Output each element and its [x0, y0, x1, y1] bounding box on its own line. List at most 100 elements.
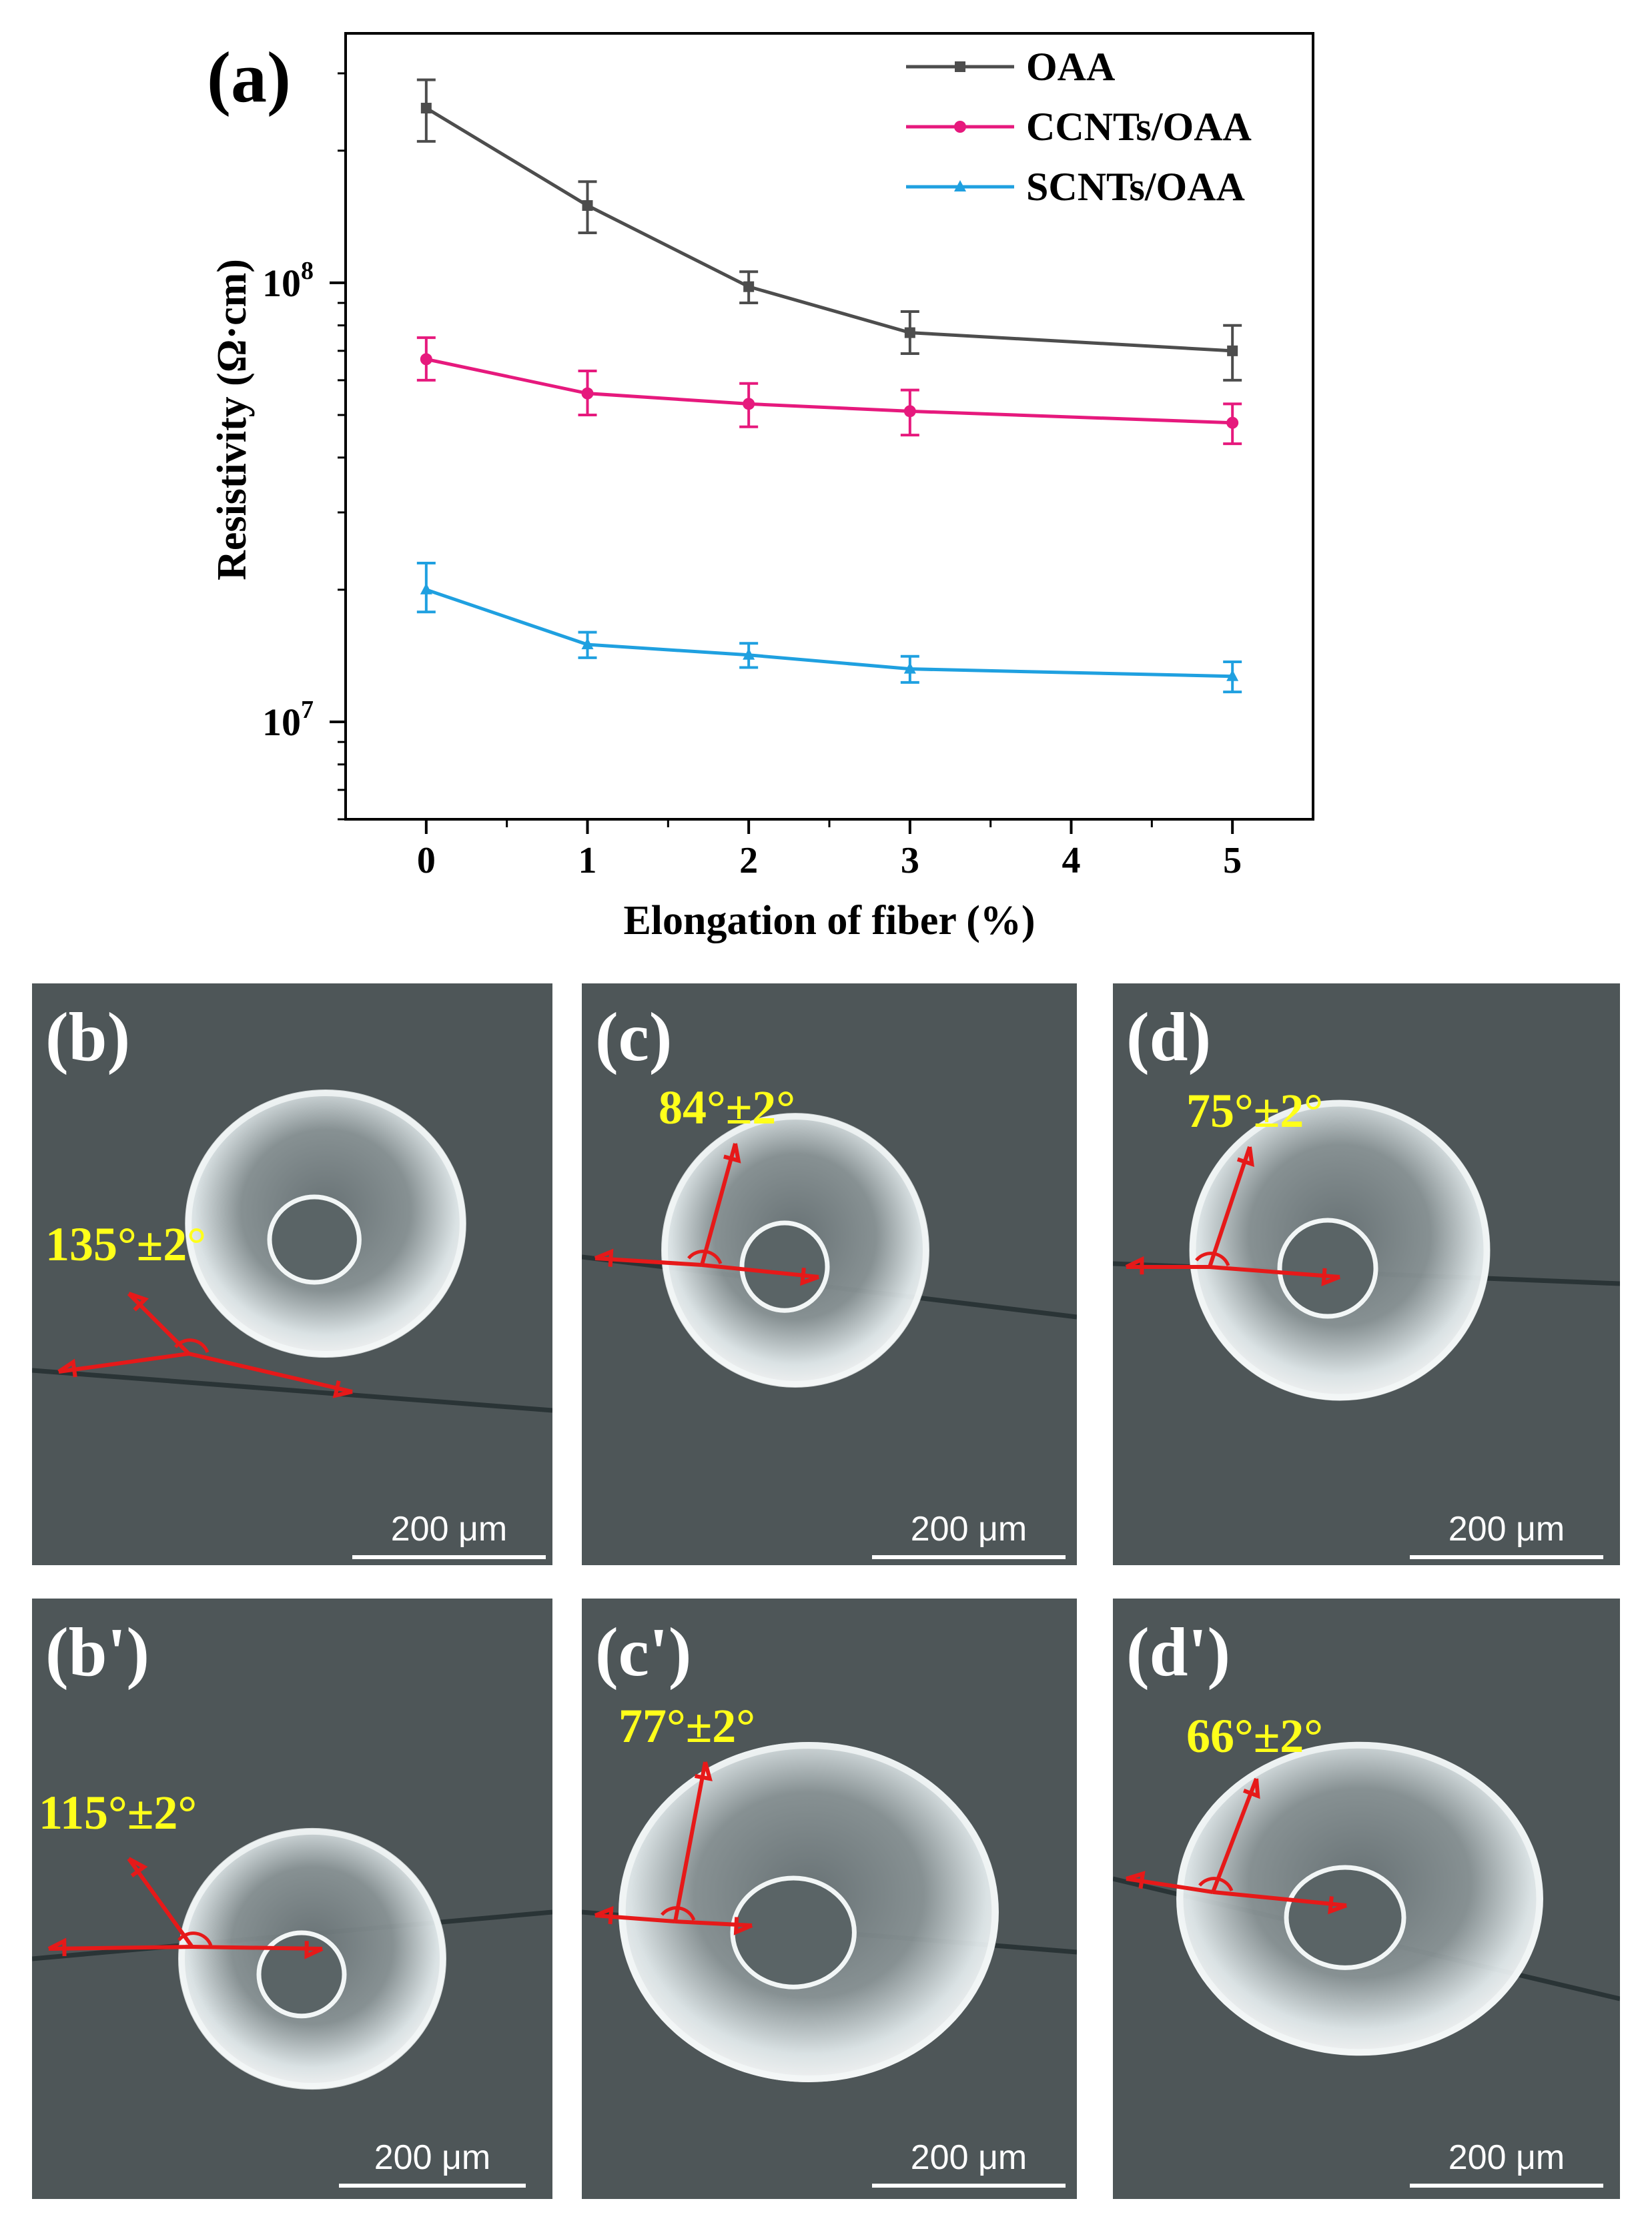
- data-point: [743, 648, 755, 660]
- droplet-inner-ring: [1284, 1865, 1406, 1970]
- micrograph: (b') 115°±2° 200 μm: [32, 1614, 552, 2188]
- droplet-rim: [1176, 1741, 1543, 2056]
- contact-angle-label: 75°±2°: [1186, 1084, 1323, 1138]
- angle-arc: [177, 1931, 213, 1946]
- angle-arrow: [1209, 1265, 1340, 1279]
- scale-bar-label: 200 μm: [911, 2138, 1027, 2177]
- contact-angle-label: 135°±2°: [45, 1218, 206, 1271]
- droplet-rim: [178, 1827, 446, 2090]
- angle-arrow: [673, 1761, 707, 1922]
- resistivity-chart: 0 1 2 3 4 5 107 108 Elongation of fiber (%) Resis…: [207, 32, 1314, 943]
- photo-panel-c-prime: (c') 77°±2° 200 μm: [582, 1599, 1077, 2199]
- data-point: [420, 103, 432, 114]
- arrow-head: [57, 1358, 77, 1378]
- data-point: [903, 662, 916, 674]
- data-point: [581, 387, 594, 400]
- panel-label: (d): [1126, 999, 1211, 1075]
- series-oaa: [416, 78, 1242, 382]
- x-tick-label: 4: [1062, 840, 1081, 881]
- angle-arrow: [127, 1857, 194, 1948]
- data-point: [743, 398, 755, 410]
- scale-bar-label: 200 μm: [911, 1510, 1027, 1548]
- droplet-inner-ring: [256, 1930, 347, 2019]
- droplet-inner-ring: [730, 1875, 857, 1989]
- legend-label: CCNTs/OAA: [1026, 105, 1252, 149]
- x-tick-label: 3: [901, 840, 919, 881]
- arrow-head: [594, 1248, 614, 1267]
- panel-label-a: (a): [207, 38, 291, 117]
- scale-bar-label: 200 μm: [1449, 2138, 1565, 2177]
- contact-angle-label: 66°±2°: [1186, 1709, 1323, 1763]
- data-point: [1226, 669, 1239, 681]
- droplet-inner-ring: [739, 1220, 830, 1313]
- contact-angle-label: 77°±2°: [618, 1699, 755, 1753]
- droplet-rim: [185, 1089, 466, 1358]
- micrograph: (d') 66°±2° 200 μm: [1113, 1614, 1620, 2188]
- y-axis-label: Resistivity (Ω·cm): [210, 259, 255, 580]
- photo-panel-b: (b) 135°±2° 200 μm: [32, 983, 552, 1565]
- angle-arrow: [594, 1913, 676, 1923]
- panel-label: (d'): [1126, 1614, 1230, 1691]
- angle-arrow: [1212, 1890, 1347, 1907]
- arrow-head: [1236, 1146, 1254, 1168]
- angle-arc: [1198, 1877, 1234, 1891]
- angle-arrow: [701, 1263, 819, 1279]
- arrow-head: [47, 1937, 67, 1957]
- angle-arc: [174, 1338, 210, 1353]
- contact-angle-label: 115°±2°: [39, 1786, 197, 1839]
- y-tick-label: 107: [262, 696, 314, 744]
- angle-arrow: [191, 1945, 323, 1951]
- arrow-head: [594, 1905, 614, 1925]
- legend-label: OAA: [1026, 45, 1115, 89]
- panel-label: (c'): [595, 1614, 691, 1691]
- data-point: [420, 582, 432, 594]
- angle-arrow: [58, 1352, 189, 1374]
- micrograph: (b) 135°±2° 200 μm: [32, 999, 552, 1559]
- data-point: [743, 281, 755, 292]
- x-tick-label: 0: [417, 840, 436, 881]
- angle-arrow: [188, 1352, 353, 1394]
- photo-panel-d-prime: (d') 66°±2° 200 μm: [1113, 1599, 1620, 2199]
- legend-label: SCNTs/OAA: [1026, 165, 1245, 209]
- droplet-inner-ring: [1277, 1218, 1378, 1319]
- arrow-head: [127, 1857, 148, 1878]
- angle-arrow: [48, 1945, 193, 1951]
- angle-arc: [661, 1906, 696, 1921]
- arrow-head: [332, 1380, 353, 1398]
- data-point: [1227, 345, 1238, 356]
- micrograph: (c') 77°±2° 200 μm: [582, 1614, 1077, 2188]
- x-tick-label: 1: [578, 840, 597, 881]
- arrow-head: [733, 1917, 753, 1935]
- arrow-head: [128, 1292, 149, 1312]
- photo-panel-c: (c) 84°±2° 200 μm: [582, 983, 1077, 1565]
- series-scnts-oaa: [416, 561, 1242, 694]
- angle-arrow: [1208, 1146, 1252, 1268]
- panel-label: (b'): [45, 1614, 149, 1691]
- micrograph: (d) 75°±2° 200 μm: [1113, 999, 1620, 1559]
- x-tick-label: 5: [1223, 840, 1242, 881]
- panel-label: (c): [595, 999, 672, 1075]
- arrow-head: [1321, 1268, 1341, 1287]
- series-line: [426, 588, 1233, 679]
- legend-marker: [954, 180, 966, 191]
- panel-label: (b): [45, 999, 130, 1075]
- arrow-head: [1126, 1871, 1146, 1889]
- droplet-rim: [618, 1742, 999, 2082]
- arrow-head: [800, 1268, 820, 1286]
- arrow-head: [304, 1941, 324, 1959]
- fiber: [32, 1368, 552, 1413]
- data-point: [903, 405, 916, 418]
- droplet-inner-ring: [267, 1194, 362, 1285]
- x-tick-label: 2: [739, 840, 758, 881]
- photo-panel-d: (d) 75°±2° 200 μm: [1113, 983, 1620, 1565]
- arrow-head: [1243, 1778, 1260, 1799]
- photo-panel-b-prime: (b') 115°±2° 200 μm: [32, 1599, 552, 2199]
- micrograph: (c) 84°±2° 200 μm: [582, 999, 1077, 1559]
- arrow-head: [694, 1761, 713, 1781]
- droplet-rim: [661, 1113, 929, 1388]
- legend-marker: [955, 61, 965, 72]
- droplet-rim: [1189, 1099, 1491, 1401]
- arrow-head: [1125, 1256, 1144, 1275]
- series-line: [426, 357, 1233, 425]
- series-ccnts-oaa: [416, 336, 1242, 446]
